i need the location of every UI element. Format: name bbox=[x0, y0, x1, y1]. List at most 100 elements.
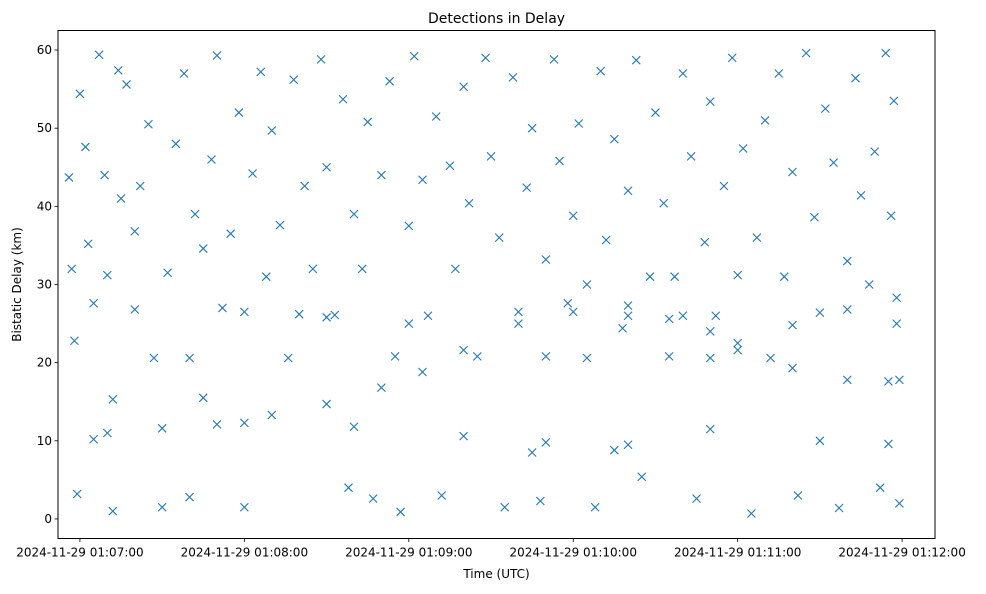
data-point bbox=[113, 65, 123, 75]
x-axis: 2024-11-29 01:07:00 2024-11-29 01:08:00 20… bbox=[16, 538, 966, 560]
data-point bbox=[404, 319, 414, 328]
data-point bbox=[514, 319, 523, 328]
data-point bbox=[527, 448, 537, 457]
data-point bbox=[705, 97, 715, 107]
y-axis-label: Bistatic Delay (km) bbox=[10, 227, 24, 342]
y-tick-label: 0 bbox=[44, 512, 52, 526]
data-point bbox=[212, 51, 222, 60]
data-point bbox=[385, 76, 395, 86]
data-point bbox=[89, 298, 99, 308]
data-point bbox=[390, 352, 400, 361]
data-point bbox=[185, 492, 194, 502]
data-point bbox=[637, 472, 647, 482]
data-point bbox=[198, 244, 208, 253]
data-point bbox=[659, 198, 669, 208]
data-point bbox=[815, 436, 825, 446]
data-point bbox=[234, 108, 244, 117]
data-point bbox=[486, 151, 496, 161]
data-point bbox=[733, 338, 743, 348]
data-point bbox=[81, 142, 90, 152]
data-point bbox=[582, 353, 592, 363]
data-point bbox=[437, 491, 447, 500]
data-point bbox=[884, 439, 893, 449]
data-point bbox=[568, 307, 578, 317]
data-point bbox=[664, 352, 674, 361]
data-point bbox=[875, 483, 885, 493]
data-point bbox=[349, 422, 359, 432]
data-point bbox=[851, 73, 860, 83]
data-point bbox=[563, 298, 573, 308]
x-tick-label: 2024-11-29 01:07:00 bbox=[16, 546, 143, 560]
data-point bbox=[316, 55, 326, 64]
data-point bbox=[618, 323, 627, 333]
data-point bbox=[864, 280, 874, 289]
data-point bbox=[330, 310, 340, 320]
data-point bbox=[801, 48, 811, 58]
data-point bbox=[582, 280, 592, 289]
data-point bbox=[464, 198, 474, 208]
data-point bbox=[377, 170, 386, 180]
data-point bbox=[514, 307, 523, 317]
data-point bbox=[338, 94, 348, 104]
data-point bbox=[349, 209, 359, 219]
data-point bbox=[163, 268, 173, 278]
data-point bbox=[678, 311, 688, 321]
data-point bbox=[344, 483, 353, 493]
data-point bbox=[207, 155, 216, 164]
data-point bbox=[418, 175, 427, 185]
data-point bbox=[508, 73, 518, 82]
data-point bbox=[377, 383, 386, 393]
data-point bbox=[746, 509, 756, 518]
data-point bbox=[459, 82, 469, 92]
data-point bbox=[727, 53, 737, 63]
data-point bbox=[842, 305, 852, 314]
data-point bbox=[72, 489, 82, 499]
data-point bbox=[733, 345, 743, 355]
data-point bbox=[357, 264, 367, 274]
data-point bbox=[686, 151, 696, 161]
data-point bbox=[130, 305, 140, 314]
data-point bbox=[733, 270, 743, 280]
data-point bbox=[535, 496, 545, 506]
data-point bbox=[788, 320, 797, 330]
data-point bbox=[185, 353, 194, 363]
data-point bbox=[157, 423, 167, 433]
y-tick-label: 20 bbox=[37, 356, 52, 370]
data-point bbox=[623, 186, 633, 196]
data-point bbox=[500, 502, 510, 512]
data-point bbox=[94, 50, 104, 60]
data-point bbox=[719, 181, 729, 191]
data-point bbox=[294, 309, 304, 319]
y-tick-label: 40 bbox=[37, 199, 52, 213]
data-point bbox=[64, 173, 74, 182]
data-point bbox=[404, 221, 414, 231]
x-tick-label: 2024-11-29 01:12:00 bbox=[838, 546, 965, 560]
data-point bbox=[83, 239, 93, 249]
x-tick-label: 2024-11-29 01:10:00 bbox=[510, 546, 637, 560]
data-point bbox=[322, 399, 331, 409]
data-point bbox=[423, 311, 433, 321]
data-point bbox=[870, 147, 880, 157]
x-tick-label: 2024-11-29 01:09:00 bbox=[345, 546, 472, 560]
chart-title: Detections in Delay bbox=[428, 11, 565, 27]
data-point bbox=[774, 69, 784, 78]
data-point bbox=[144, 119, 153, 129]
data-point bbox=[815, 308, 825, 318]
data-point bbox=[445, 161, 455, 171]
data-point bbox=[705, 327, 715, 336]
data-point bbox=[239, 307, 249, 317]
data-point bbox=[623, 301, 633, 310]
data-point bbox=[829, 158, 838, 167]
data-point bbox=[574, 119, 584, 128]
data-point bbox=[651, 108, 660, 117]
data-point bbox=[149, 353, 159, 363]
data-point bbox=[171, 139, 181, 149]
data-point bbox=[664, 314, 674, 324]
x-tick-label: 2024-11-29 01:08:00 bbox=[181, 546, 308, 560]
data-point bbox=[116, 194, 126, 203]
data-point bbox=[472, 352, 482, 361]
data-point bbox=[886, 211, 896, 221]
data-point bbox=[157, 502, 167, 512]
data-point bbox=[541, 352, 551, 361]
